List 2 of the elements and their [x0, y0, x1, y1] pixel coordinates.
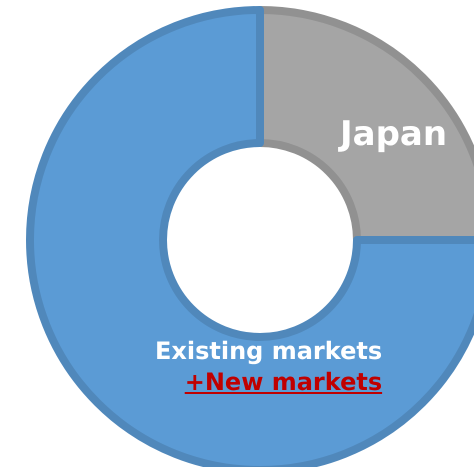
slice-label: Japan [340, 113, 448, 156]
slice-label: Existing markets +New markets [155, 336, 382, 398]
